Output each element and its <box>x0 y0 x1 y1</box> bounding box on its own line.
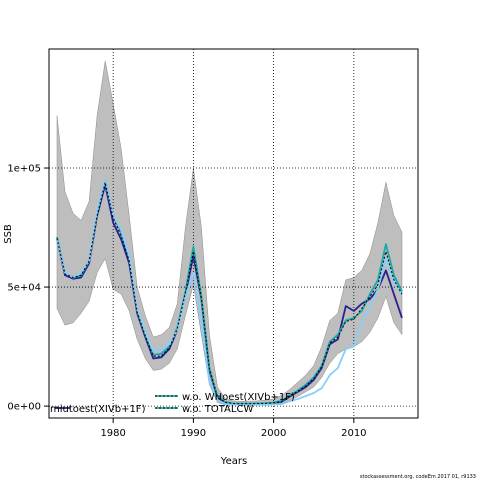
y-tick-label-50000: 5e+04 <box>7 283 41 294</box>
series-line-2 <box>56 179 403 406</box>
x-tick-label-2010: 2010 <box>341 428 366 439</box>
x-tick-label-2000: 2000 <box>261 428 286 439</box>
plot-frame <box>48 48 419 419</box>
x-axis-title: Years <box>220 456 247 467</box>
y-axis-title: SSB <box>3 224 14 244</box>
legend-label-miutoest: miutoest(XIVb+1F) <box>50 404 146 415</box>
x-tick-label-1980: 1980 <box>100 428 125 439</box>
confidence-band <box>56 60 403 406</box>
legend: miutoest(XIVb+1F) w.o. WHoest(XIVb+1F) w… <box>50 392 295 415</box>
y-tick-label-100000: 1e+05 <box>7 164 41 175</box>
x-tick-label-1990: 1990 <box>181 428 206 439</box>
confidence-band-layer <box>56 60 403 406</box>
legend-label-totalcw: w.o. TOTALCW <box>182 404 253 415</box>
legend-label-whoest: w.o. WHoest(XIVb+1F) <box>182 392 295 403</box>
footer-site-text: stockassessment.org, codeEm 2017 01, r91… <box>360 474 476 480</box>
axis-layer: 1980 1990 2000 2010 0e+00 5e+04 1e+05 <box>7 164 366 439</box>
series-layer <box>56 179 403 406</box>
series-line-3 <box>56 181 403 405</box>
y-tick-label-0: 0e+00 <box>7 402 41 413</box>
